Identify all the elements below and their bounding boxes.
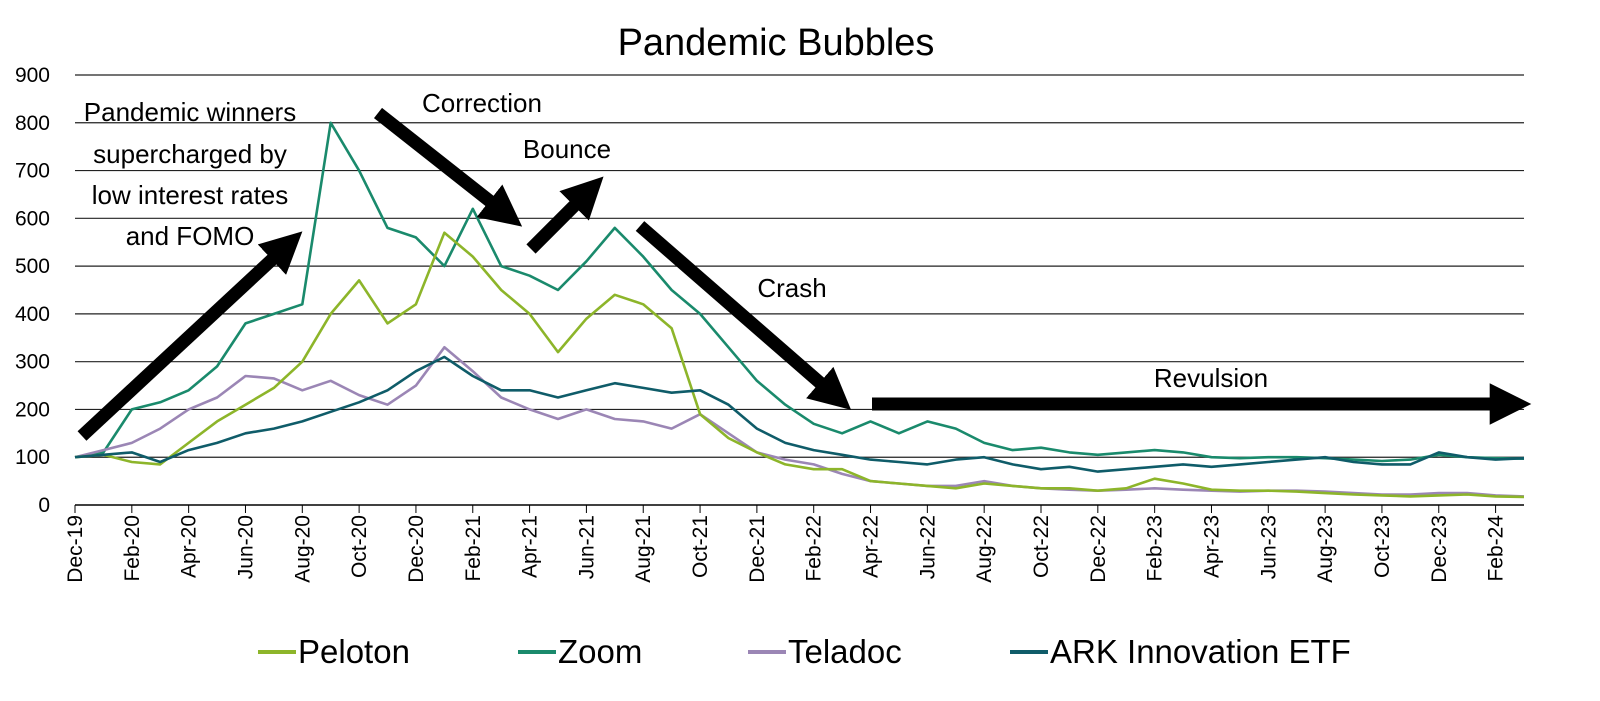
arrow-correction: [373, 107, 523, 227]
y-tick-label: 600: [15, 207, 50, 230]
y-tick-label: 500: [15, 255, 50, 278]
x-tick-label: Feb-24: [1485, 515, 1508, 582]
arrow-pandemic-winners: [77, 231, 303, 441]
annotation-revulsion: Revulsion: [1154, 363, 1268, 393]
annotation-correction: Correction: [422, 88, 542, 118]
annotation-bounce: Bounce: [523, 134, 611, 164]
x-tick-label: Feb-21: [462, 515, 485, 582]
arrow-crash: [635, 221, 852, 410]
x-tick-label: Jun-23: [1257, 515, 1280, 579]
x-tick-label: Apr-20: [178, 515, 201, 578]
series-line-peloton: [74, 231, 1525, 499]
annotation-winners-line-2: supercharged by: [93, 139, 287, 169]
x-tick-label: Jun-22: [916, 515, 939, 579]
y-tick-label: 900: [15, 64, 50, 87]
x-tick-label: Aug-22: [973, 515, 996, 583]
x-tick-label: Feb-23: [1144, 515, 1167, 582]
chart-title: Pandemic Bubbles: [618, 22, 935, 64]
x-axis: Dec-19 Feb-20 Apr-20 Jun-20 Aug-20 Oct-20 Dec-…: [64, 505, 1508, 583]
x-tick-label: Aug-20: [291, 515, 314, 583]
annotation-winners-line-3: low interest rates: [92, 180, 289, 210]
x-tick-label: Dec-20: [405, 515, 428, 583]
x-tick-label: Aug-21: [632, 515, 655, 583]
y-tick-label: 100: [15, 446, 50, 469]
x-tick-label: Oct-21: [689, 515, 712, 578]
x-tick-label: Oct-22: [1030, 515, 1053, 578]
y-tick-label: 700: [15, 160, 50, 183]
annotations: Pandemic winners supercharged by low int…: [84, 88, 1268, 393]
annotation-winners-line-4: and FOMO: [126, 221, 255, 251]
x-tick-label: Apr-22: [860, 515, 883, 578]
x-tick-label: Oct-23: [1371, 515, 1394, 578]
x-tick-label: Apr-21: [519, 515, 542, 578]
legend-label-peloton: Peloton: [298, 633, 410, 670]
x-tick-label: Jun-20: [234, 515, 257, 579]
x-tick-label: Dec-22: [1087, 515, 1110, 583]
x-tick-label: Feb-22: [803, 515, 826, 582]
series-lines: [74, 121, 1525, 499]
x-tick-label: Jun-21: [575, 515, 598, 579]
x-tick-label: Oct-20: [348, 515, 371, 578]
y-tick-label: 800: [15, 112, 50, 135]
y-axis-ticks: 0 100 200 300 400 500 600 700 800 900: [15, 64, 50, 517]
legend: Peloton Zoom Teladoc ARK Innovation ETF: [258, 633, 1351, 670]
y-tick-label: 300: [15, 351, 50, 374]
y-tick-label: 200: [15, 398, 50, 421]
x-tick-label: Feb-20: [121, 515, 144, 582]
legend-label-ark: ARK Innovation ETF: [1050, 633, 1351, 670]
annotation-arrows: [77, 107, 1532, 441]
series-line-zoom: [74, 121, 1525, 463]
x-tick-label: Dec-23: [1428, 515, 1451, 583]
series-line-ark-innovation-etf: [74, 355, 1525, 473]
legend-label-teladoc: Teladoc: [788, 633, 902, 670]
annotation-winners-line-1: Pandemic winners: [84, 97, 296, 127]
x-tick-label: Aug-23: [1314, 515, 1337, 583]
y-tick-label: 400: [15, 303, 50, 326]
annotation-crash: Crash: [757, 273, 826, 303]
legend-label-zoom: Zoom: [558, 633, 642, 670]
x-tick-label: Dec-21: [746, 515, 769, 583]
arrow-bounce: [526, 176, 604, 254]
x-tick-label: Dec-19: [64, 515, 87, 583]
y-tick-label: 0: [38, 494, 50, 517]
x-tick-label: Apr-23: [1200, 515, 1223, 578]
